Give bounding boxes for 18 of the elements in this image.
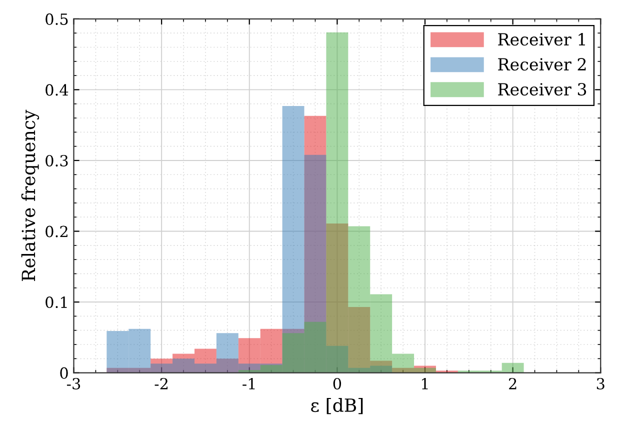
y-tick-label: 0.5	[46, 13, 68, 25]
y-tick-label: 0.3	[46, 154, 68, 166]
x-tick-label: -3	[66, 378, 80, 390]
y-tick-label: 0.2	[46, 226, 68, 238]
x-tick-label: 2	[508, 378, 516, 390]
x-tick-label: 1	[422, 378, 428, 390]
legend-label: Receiver 2	[498, 58, 586, 71]
legend-label: Receiver 1	[498, 33, 585, 46]
x-tick-label: -2	[154, 378, 168, 390]
legend-label: Receiver 3	[498, 82, 586, 96]
y-axis-title: Relative frequency	[21, 110, 40, 282]
y-tick-label: 0	[60, 367, 68, 379]
y-tick-label: 0.4	[46, 84, 68, 96]
x-axis-title: ε [dB]	[311, 398, 363, 414]
x-tick-label: -1	[242, 378, 255, 390]
x-tick-label: 3	[596, 378, 604, 390]
x-tick-label: 0	[333, 378, 342, 390]
y-tick-label: 0.1	[46, 296, 67, 308]
